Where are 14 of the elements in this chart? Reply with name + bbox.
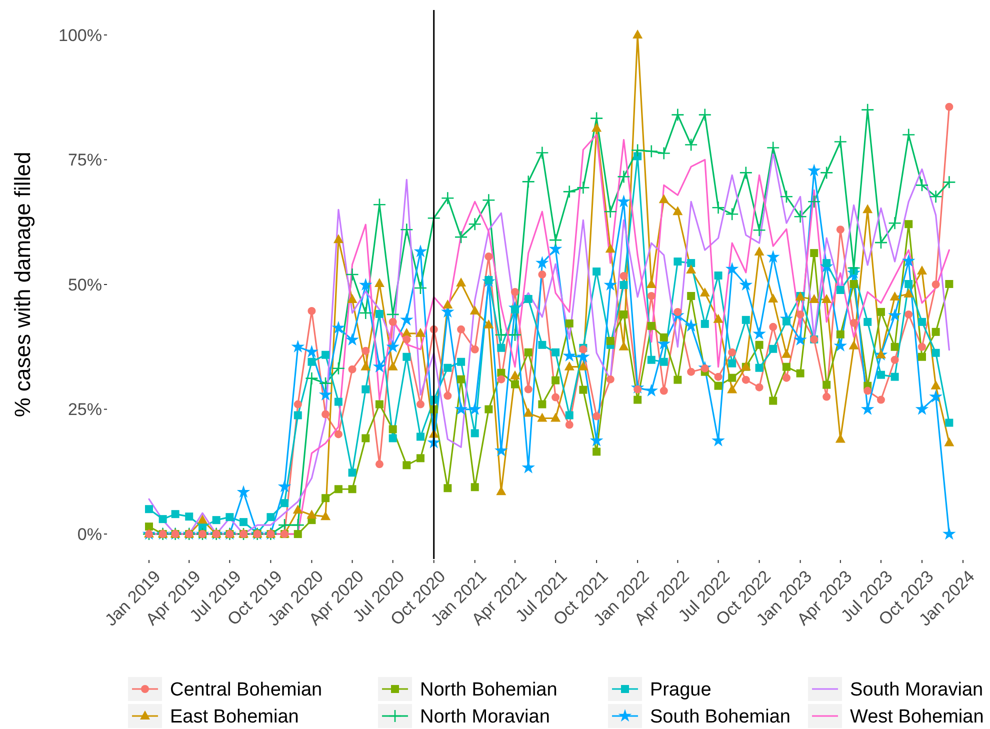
legend-label: North Moravian — [420, 706, 550, 728]
legend-label: Central Bohemian — [170, 680, 322, 701]
legend-label: North Bohemian — [420, 680, 558, 701]
legend-label: South Moravian — [850, 680, 984, 701]
y-tick-label: 100% — [58, 26, 102, 45]
legend-label: South Bohemian — [650, 706, 790, 728]
y-tick-label: 50% — [68, 275, 102, 294]
y-tick-label: 25% — [68, 400, 102, 420]
y-tick-label: 0% — [77, 524, 102, 544]
y-tick-label: 75% — [68, 150, 102, 170]
y-axis-title: % cases with damage filled — [10, 152, 35, 418]
legend-label: Prague — [650, 680, 712, 701]
legend-label: West Bohemian — [850, 706, 984, 728]
legend-label: East Bohemian — [170, 706, 299, 728]
